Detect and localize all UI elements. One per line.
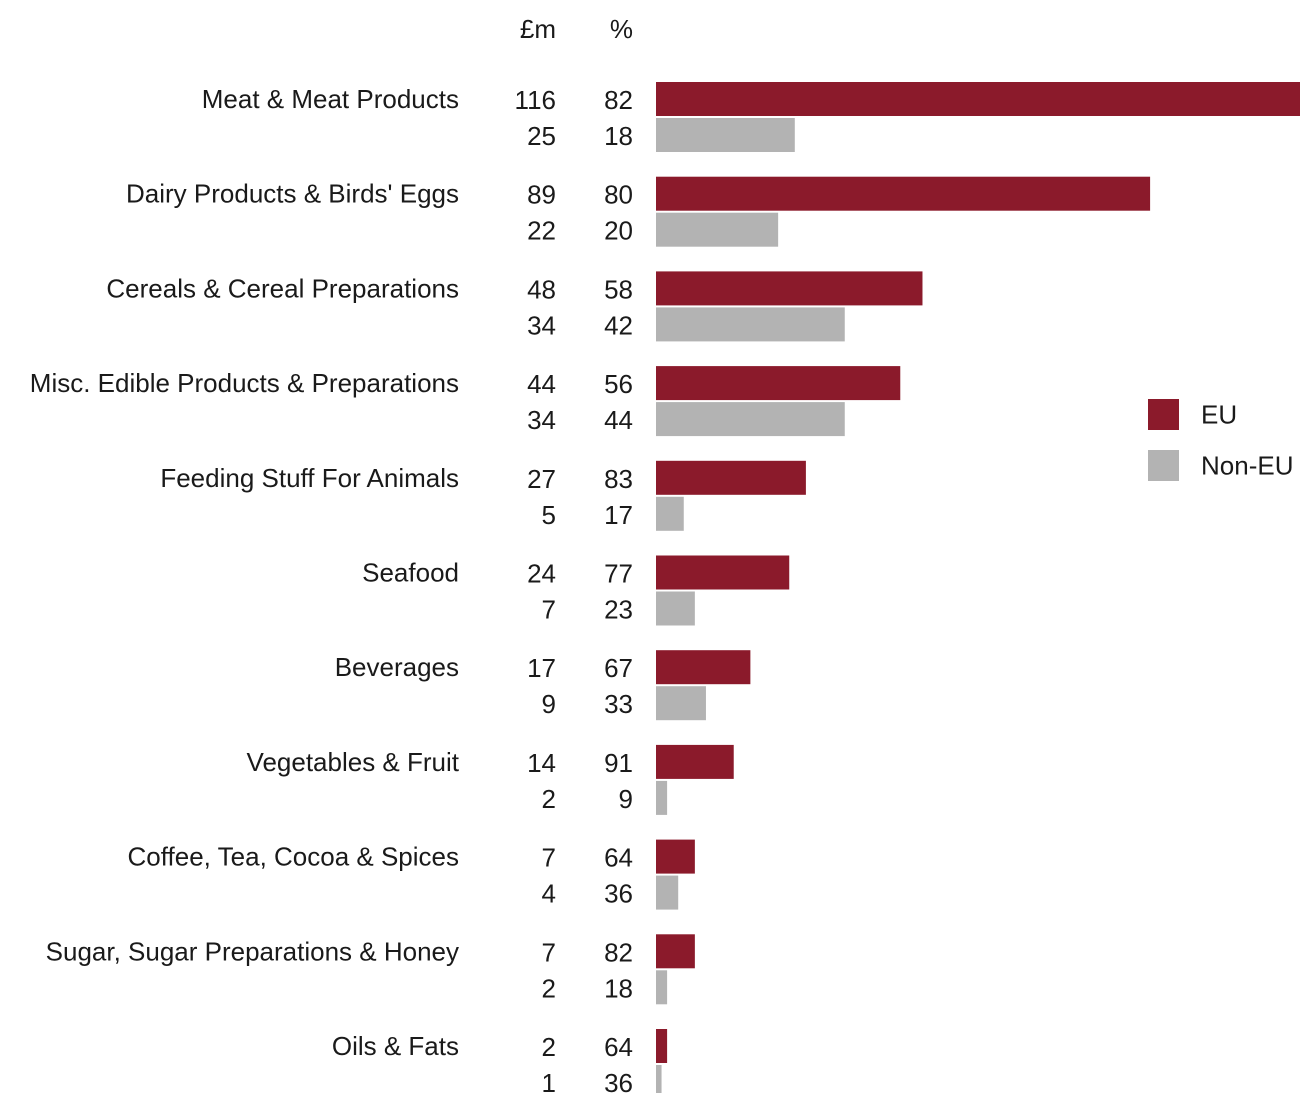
legend-swatch	[1148, 399, 1179, 430]
value-label: 48	[527, 274, 556, 304]
percent-label: 64	[604, 1032, 633, 1062]
category-label: Coffee, Tea, Cocoa & Spices	[128, 842, 459, 872]
bar-non-eu	[656, 686, 706, 721]
category-label: Oils & Fats	[332, 1031, 459, 1061]
percent-label: 9	[619, 784, 633, 814]
percent-label: 58	[604, 274, 633, 304]
percent-label: 80	[604, 180, 633, 210]
category-label: Beverages	[335, 652, 459, 682]
bar-eu	[656, 271, 923, 306]
bar-non-eu	[656, 402, 845, 437]
category-label: Misc. Edible Products & Preparations	[30, 368, 459, 398]
legend-label: EU	[1201, 400, 1237, 430]
legend: EU Non-EU	[1148, 399, 1293, 481]
bar-eu	[656, 650, 751, 685]
category-row: Cereals & Cereal Preparations 48 58 34 42	[106, 271, 923, 342]
percent-label: 77	[604, 559, 633, 589]
value-label: 2	[542, 973, 556, 1003]
category-row: Beverages 17 67 9 33	[335, 650, 751, 721]
category-row: Seafood 24 777 23	[362, 555, 790, 626]
percent-label: 82	[604, 85, 633, 115]
category-row: Vegetables & Fruit 14 91 2 9	[247, 744, 734, 815]
value-label: 1	[542, 1068, 556, 1093]
bar-eu	[656, 839, 695, 874]
value-label: 2	[542, 784, 556, 814]
percent-label: 23	[604, 595, 633, 625]
value-label: 9	[542, 689, 556, 719]
value-label: 25	[527, 121, 556, 151]
category-label: Cereals & Cereal Preparations	[106, 273, 459, 303]
percent-label: 20	[604, 216, 633, 246]
percent-label: 18	[604, 973, 633, 1003]
value-label: 89	[527, 180, 556, 210]
percent-label: 56	[604, 369, 633, 399]
percent-label: 33	[604, 689, 633, 719]
bar-non-eu	[656, 970, 668, 1005]
category-label: Seafood	[362, 558, 459, 588]
bar-non-eu	[656, 212, 779, 247]
category-label: Feeding Stuff For Animals	[160, 463, 459, 493]
percent-label: 17	[604, 500, 633, 530]
value-label: 14	[527, 748, 556, 778]
percent-label: 36	[604, 1068, 633, 1093]
value-label: 7	[542, 937, 556, 967]
bar-non-eu	[656, 591, 695, 626]
category-row: Coffee, Tea, Cocoa & Spices 7 64 4 36	[128, 839, 695, 910]
bar-eu	[656, 744, 734, 779]
bar-eu	[656, 82, 1300, 116]
legend-swatch	[1148, 450, 1179, 481]
value-label: 116	[515, 85, 556, 115]
value-label: 34	[527, 405, 556, 435]
bar-non-eu	[656, 780, 668, 815]
column-header-percent: %	[610, 14, 633, 44]
value-label: 7	[542, 843, 556, 873]
column-header-value: £m	[520, 14, 556, 44]
percent-label: 18	[604, 121, 633, 151]
bar-eu	[656, 460, 806, 495]
category-label: Vegetables & Fruit	[247, 747, 460, 777]
category-row: Misc. Edible Products & Preparations 44 56…	[30, 366, 901, 437]
percent-label: 67	[604, 653, 633, 683]
percent-label: 42	[604, 310, 633, 340]
bar-non-eu	[656, 118, 795, 152]
bar-non-eu	[656, 496, 684, 531]
legend-label: Non-EU	[1201, 451, 1293, 481]
percent-label: 83	[604, 464, 633, 494]
bar-eu	[656, 555, 790, 590]
bar-non-eu	[656, 307, 845, 342]
percent-label: 44	[604, 405, 633, 435]
bar-eu	[656, 1029, 668, 1063]
value-label: 2	[542, 1032, 556, 1062]
bar-non-eu	[656, 1065, 662, 1093]
value-label: 7	[542, 595, 556, 625]
value-label: 44	[527, 369, 556, 399]
percent-label: 91	[604, 748, 633, 778]
percent-label: 82	[604, 937, 633, 967]
value-label: 4	[542, 879, 556, 909]
value-label: 5	[542, 500, 556, 530]
category-row: Feeding Stuff For Animals 27 83 5 17	[160, 460, 806, 531]
value-label: 17	[527, 653, 556, 683]
bar-eu	[656, 176, 1151, 211]
category-label: Dairy Products & Birds' Eggs	[126, 179, 459, 209]
bar-non-eu	[656, 875, 679, 910]
category-row: Sugar, Sugar Preparations & Honey 7 82 2 18	[46, 934, 695, 1005]
value-label: 34	[527, 310, 556, 340]
category-label: Meat & Meat Products	[202, 84, 459, 114]
percent-label: 36	[604, 879, 633, 909]
bar-eu	[656, 934, 695, 969]
category-row: Oils & Fats 2 64 1 36	[332, 1029, 668, 1093]
value-label: 27	[527, 464, 556, 494]
bar-eu	[656, 366, 901, 401]
category-row: Meat & Meat Products 116 82 25 18	[202, 82, 1300, 152]
value-label: 24	[527, 559, 556, 589]
percent-label: 64	[604, 843, 633, 873]
value-label: 22	[527, 216, 556, 246]
category-label: Sugar, Sugar Preparations & Honey	[46, 936, 459, 966]
category-row: Dairy Products & Birds' Eggs 89 80 22 20	[126, 176, 1151, 247]
